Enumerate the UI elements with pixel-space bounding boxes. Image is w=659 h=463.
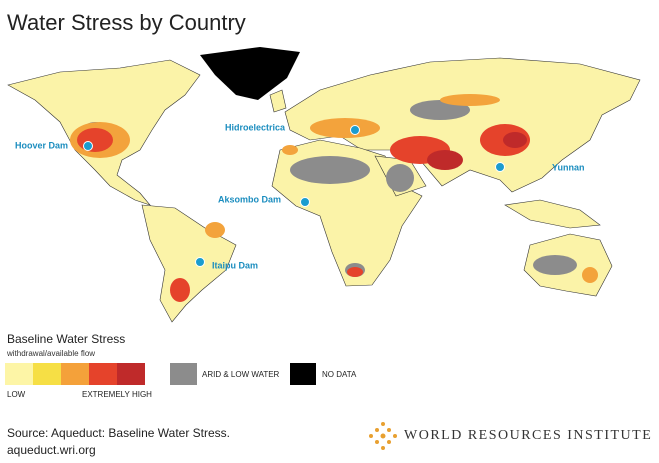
logo-text: WORLD RESOURCES INSTITUTE bbox=[404, 428, 652, 443]
swatch bbox=[117, 363, 145, 385]
source: Source: Aqueduct: Baseline Water Stress. bbox=[7, 426, 230, 440]
stress-areas bbox=[70, 94, 598, 302]
swatch bbox=[89, 363, 117, 385]
legend-arid: ARID & LOW WATER bbox=[202, 370, 280, 379]
legend: Baseline Water Stress withdrawal/availab… bbox=[5, 332, 357, 399]
dam-label: Itaipu Dam bbox=[212, 260, 258, 270]
logo-icon bbox=[369, 422, 397, 450]
islands bbox=[504, 199, 601, 229]
title: Water Stress by Country bbox=[7, 10, 246, 35]
eurasia bbox=[284, 57, 641, 193]
world-map: Hoover Dam Hidroelectrica Yunnan Aksombo… bbox=[7, 47, 641, 323]
greenwich-isles bbox=[269, 89, 287, 113]
swatch bbox=[290, 363, 316, 385]
swatch bbox=[170, 363, 197, 385]
dam-marker bbox=[300, 197, 310, 207]
dam-label: Hidroelectrica bbox=[225, 122, 286, 132]
dam-marker bbox=[350, 125, 360, 135]
swatch bbox=[61, 363, 89, 385]
dam-label: Yunnan bbox=[552, 162, 585, 172]
dam-marker bbox=[495, 162, 505, 172]
dam-marker bbox=[195, 257, 205, 267]
legend-low: LOW bbox=[7, 390, 26, 399]
swatch bbox=[5, 363, 33, 385]
dam-label: Aksombo Dam bbox=[218, 194, 281, 204]
dam-marker bbox=[83, 141, 93, 151]
swatch bbox=[33, 363, 61, 385]
legend-subtitle: withdrawal/available flow bbox=[6, 349, 95, 358]
legend-title: Baseline Water Stress bbox=[7, 332, 125, 346]
source-url: aqueduct.wri.org bbox=[7, 443, 96, 457]
greenland bbox=[200, 47, 300, 100]
legend-high: EXTREMELY HIGH bbox=[82, 390, 152, 399]
legend-no-data: NO DATA bbox=[322, 370, 357, 379]
dam-label: Hoover Dam bbox=[15, 140, 68, 150]
